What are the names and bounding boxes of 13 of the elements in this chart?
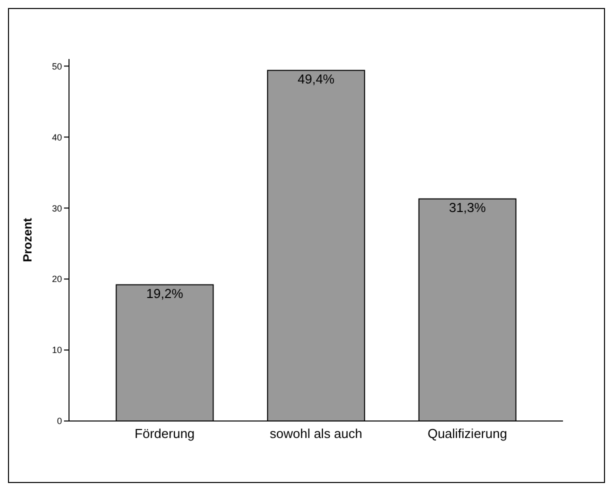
data-label: 49,4%: [298, 72, 335, 87]
data-label: 31,3%: [448, 200, 486, 216]
y-tick-label: 10: [52, 345, 62, 356]
y-tick-label: 0: [56, 416, 62, 426]
x-tick-label: sowohl als auch: [270, 426, 362, 442]
x-tick-label: Förderung: [134, 426, 195, 442]
x-tick-label: Qualifizierung: [428, 426, 508, 442]
y-tick-label: 40: [52, 132, 62, 142]
y-tick-label: 50: [52, 61, 62, 72]
y-tick-label: 20: [52, 274, 62, 284]
y-tick-label: 30: [52, 203, 62, 214]
data-label: 19,2%: [146, 286, 184, 301]
y-axis-title: Prozent: [20, 218, 34, 262]
